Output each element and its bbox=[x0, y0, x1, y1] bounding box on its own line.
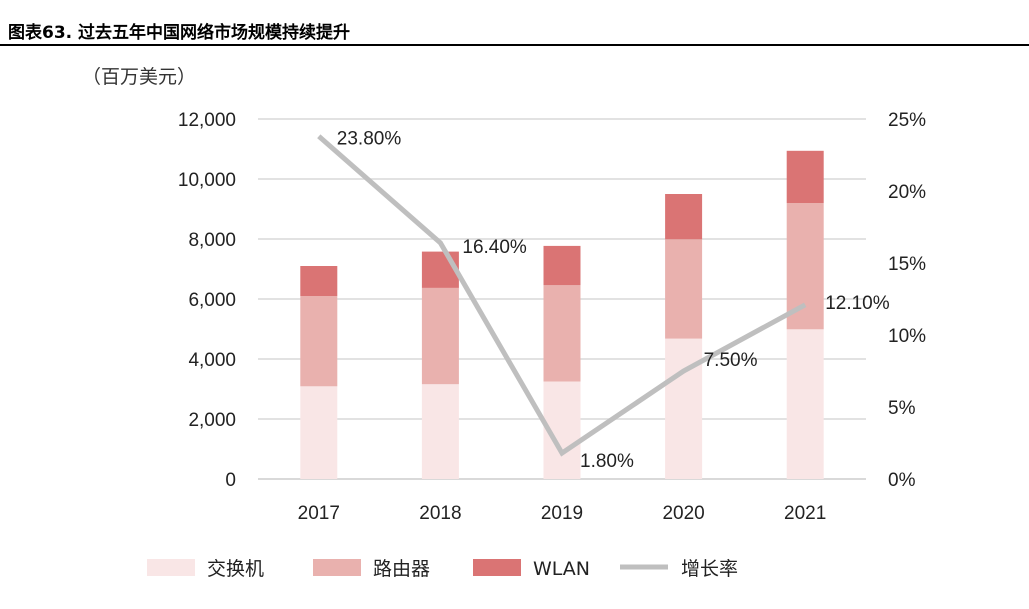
growth-rate-data-label: 23.80% bbox=[337, 128, 402, 149]
y-left-tick-label: 4,000 bbox=[188, 350, 236, 371]
x-tick-label: 2019 bbox=[541, 503, 583, 524]
legend-swatch bbox=[473, 559, 521, 576]
y-left-tick-label: 2,000 bbox=[188, 410, 236, 431]
unit-label: （百万美元） bbox=[82, 66, 196, 88]
y-right-tick-label: 15% bbox=[888, 254, 926, 275]
legend-label: 交换机 bbox=[207, 558, 264, 580]
x-tick-label: 2017 bbox=[298, 503, 340, 524]
bar-路由器 bbox=[300, 296, 338, 387]
bar-交换机 bbox=[421, 384, 459, 479]
bar-路由器 bbox=[786, 203, 824, 330]
legend-label: WLAN bbox=[533, 558, 590, 580]
growth-rate-data-label: 16.40% bbox=[462, 237, 527, 258]
growth-rate-data-label: 1.80% bbox=[580, 451, 634, 472]
bar-路由器 bbox=[421, 287, 459, 385]
growth-rate-data-label: 12.10% bbox=[825, 293, 890, 314]
y-left-tick-label: 10,000 bbox=[178, 170, 236, 191]
x-tick-label: 2020 bbox=[662, 503, 704, 524]
bar-WLAN bbox=[786, 150, 824, 203]
title-divider bbox=[0, 44, 1029, 46]
legend-swatch bbox=[313, 559, 361, 576]
legend-label: 路由器 bbox=[373, 558, 430, 580]
y-left-tick-label: 12,000 bbox=[178, 110, 236, 131]
growth-rate-data-label: 7.50% bbox=[704, 350, 758, 371]
bar-WLAN bbox=[543, 245, 581, 286]
bar-交换机 bbox=[300, 386, 338, 479]
bar-路由器 bbox=[665, 239, 703, 339]
legend-swatch bbox=[147, 559, 195, 576]
y-left-tick-label: 6,000 bbox=[188, 290, 236, 311]
y-right-tick-label: 20% bbox=[888, 182, 926, 203]
chart-title: 图表63. 过去五年中国网络市场规模持续提升 bbox=[8, 23, 351, 43]
x-tick-label: 2021 bbox=[784, 503, 826, 524]
y-right-tick-label: 5% bbox=[888, 398, 916, 419]
y-left-tick-label: 8,000 bbox=[188, 230, 236, 251]
y-right-tick-label: 10% bbox=[888, 326, 926, 347]
y-right-tick-label: 25% bbox=[888, 110, 926, 131]
bar-交换机 bbox=[665, 338, 703, 479]
y-left-tick-label: 0 bbox=[225, 470, 236, 491]
legend-label: 增长率 bbox=[681, 558, 738, 580]
bar-WLAN bbox=[300, 266, 338, 296]
bar-WLAN bbox=[421, 251, 459, 288]
bar-路由器 bbox=[543, 285, 581, 382]
bar-WLAN bbox=[665, 194, 703, 240]
x-tick-label: 2018 bbox=[419, 503, 461, 524]
bar-交换机 bbox=[786, 329, 824, 479]
y-right-tick-label: 0% bbox=[888, 470, 916, 491]
